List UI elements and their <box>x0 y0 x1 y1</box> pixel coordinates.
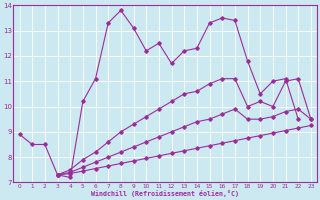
X-axis label: Windchill (Refroidissement éolien,°C): Windchill (Refroidissement éolien,°C) <box>91 190 239 197</box>
